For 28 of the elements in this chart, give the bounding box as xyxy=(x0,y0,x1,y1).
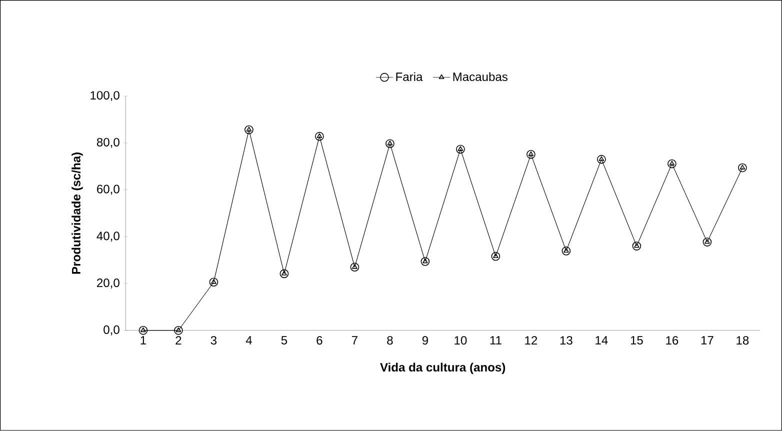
x-tick-label: 17 xyxy=(701,336,714,345)
y-axis-title: Produtividade (sc/ha) xyxy=(72,152,83,274)
x-tick-label: 9 xyxy=(422,336,428,345)
legend-label: Faria xyxy=(396,72,423,82)
x-tick-label: 12 xyxy=(525,336,538,345)
x-tick-label: 13 xyxy=(560,336,572,345)
x-tick-label: 11 xyxy=(490,336,502,345)
y-tick-label: 100,0 xyxy=(90,91,120,102)
x-tick-label: 18 xyxy=(736,336,749,345)
x-tick-label: 4 xyxy=(246,336,252,345)
x-tick-label: 10 xyxy=(454,336,467,345)
x-tick-label: 3 xyxy=(210,336,217,345)
y-tick-label: 0,0 xyxy=(104,326,120,336)
x-tick-label: 7 xyxy=(352,336,358,345)
x-tick-label: 15 xyxy=(630,336,643,345)
x-tick-label: 6 xyxy=(316,336,322,345)
y-tick-label: 20,0 xyxy=(97,278,120,289)
x-tick-label: 8 xyxy=(387,336,393,345)
y-tick-label: 80,0 xyxy=(96,138,120,148)
y-tick-label: 60,0 xyxy=(97,184,120,195)
x-tick-label: 1 xyxy=(140,336,146,345)
x-axis-title: Vida da cultura (anos) xyxy=(380,362,506,374)
x-tick-label: 5 xyxy=(281,336,288,345)
x-tick-label: 2 xyxy=(176,336,182,345)
x-tick-label: 16 xyxy=(666,336,678,345)
x-tick-label: 14 xyxy=(596,336,608,345)
legend-label: Macaubas xyxy=(453,72,508,82)
y-tick-label: 40,0 xyxy=(96,232,120,242)
